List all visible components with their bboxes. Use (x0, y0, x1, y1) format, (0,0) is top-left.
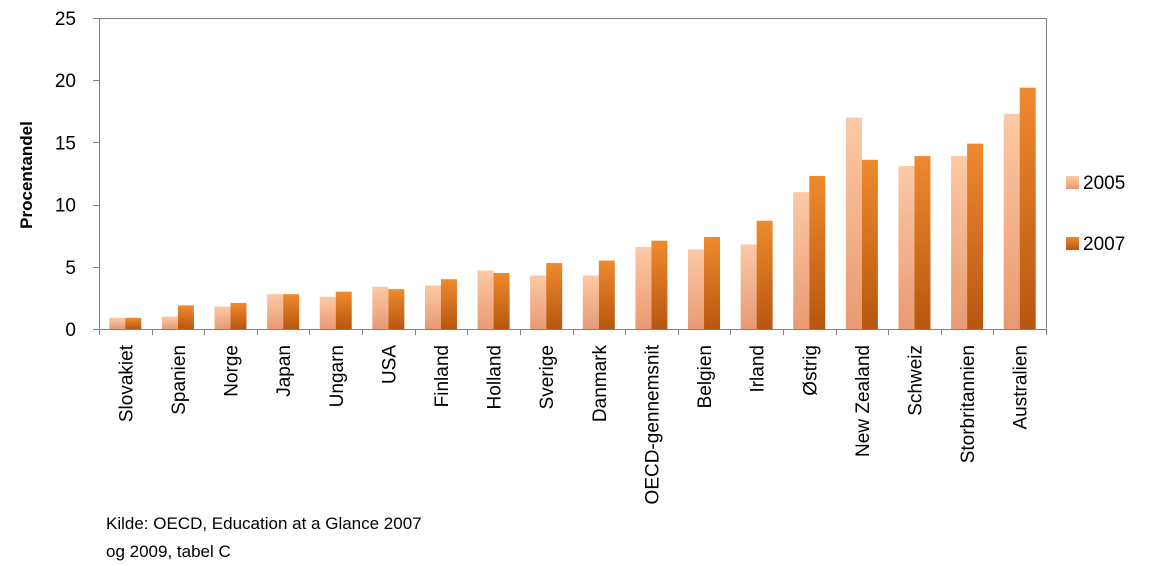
x-tick-label: Slovakiet (116, 344, 137, 422)
x-tick-label: Belgien (695, 345, 716, 408)
x-tick-label: Norge (222, 345, 243, 397)
x-tick-label: Sverige (537, 345, 558, 409)
bar-2005-oecd-gennemsnit (635, 246, 652, 329)
x-tick-label: Holland (485, 345, 506, 409)
x-tick-label: Ungarn (327, 345, 348, 407)
x-tick-label: Finland (432, 345, 453, 407)
bar-2005-spanien (161, 316, 178, 329)
source-line-2: og 2009, tabel C (106, 542, 231, 561)
bar-2007-japan (283, 294, 300, 329)
legend-swatch-2005 (1066, 176, 1079, 189)
source-note: Kilde: OECD, Education at a Glance 2007 … (106, 510, 422, 566)
x-tick-label: Irland (748, 345, 769, 393)
x-tick-label: Østrig (800, 345, 821, 396)
bar-2007-sverige (546, 263, 563, 329)
bar-2007-usa (388, 289, 405, 329)
legend: 2005 2007 (1066, 173, 1125, 255)
bar-2007-oecd-gennemsnit (651, 240, 668, 329)
bar-2005-belgien (688, 249, 705, 329)
x-tick-label: Japan (274, 345, 295, 397)
bar-2007-holland (493, 273, 510, 329)
legend-label-2007: 2007 (1083, 234, 1125, 255)
x-tick-label: OECD-gennemsnit (642, 344, 663, 504)
y-tick-label: 25 (55, 9, 76, 30)
y-tick-label: 5 (65, 258, 76, 279)
bar-2007-østrig (809, 175, 826, 329)
bar-2007-spanien (177, 305, 194, 329)
bar-2007-slovakiet (125, 317, 142, 329)
x-tick-label: Danmark (590, 345, 611, 423)
source-line-1: Kilde: OECD, Education at a Glance 2007 (106, 514, 422, 533)
bar-2005-sverige (530, 275, 547, 329)
bar-2007-australien (1019, 87, 1036, 329)
plot-frame (99, 18, 1047, 330)
bar-2007-irland (756, 220, 773, 329)
x-tick-label: Schweiz (905, 345, 926, 416)
y-axis-title: Procentandel (17, 121, 36, 229)
bar-2007-schweiz (914, 156, 931, 329)
x-tick-label: New Zealand (853, 345, 874, 457)
y-axis-ticks: 0 5 10 15 20 25 (55, 9, 1047, 341)
legend-label-2005: 2005 (1083, 173, 1125, 194)
x-tick-label: Spanien (169, 345, 190, 415)
bar-2007-ungarn (335, 291, 352, 329)
bar-2005-japan (267, 294, 284, 329)
bar-2007-norge (230, 302, 247, 329)
bar-2005-østrig (793, 192, 810, 329)
bar-2005-norge (214, 306, 231, 329)
bar-2007-belgien (704, 236, 721, 329)
bar-2005-ungarn (319, 296, 336, 329)
bar-2005-usa (372, 286, 389, 329)
y-tick-label: 0 (65, 320, 76, 341)
x-axis-tick-labels: Slovakiet Spanien Norge Japan Ungarn USA Finla… (116, 344, 1031, 504)
bar-2007-finland (440, 279, 457, 329)
bar-2005-schweiz (898, 166, 915, 329)
y-tick-label: 10 (55, 196, 76, 217)
bar-2007-danmark (598, 260, 615, 329)
x-tick-label: Storbritannien (958, 345, 979, 463)
x-tick-label: USA (379, 345, 400, 384)
bar-2005-new-zealand (845, 117, 862, 330)
y-tick-label: 15 (55, 133, 76, 154)
bar-2005-holland (477, 270, 494, 329)
y-tick-label: 20 (55, 71, 76, 92)
legend-swatch-2007 (1066, 237, 1079, 250)
bar-2005-slovakiet (109, 317, 126, 329)
bar-2005-irland (740, 244, 757, 329)
bar-2005-danmark (582, 275, 599, 329)
bar-2007-new-zealand (861, 159, 878, 329)
bar-2005-australien (1003, 113, 1020, 330)
bar-2005-finland (424, 285, 441, 329)
bar-2007-storbritannien (967, 143, 984, 329)
bar-2005-storbritannien (951, 156, 968, 329)
bars (109, 87, 1036, 330)
x-tick-label: Australien (1011, 345, 1032, 430)
